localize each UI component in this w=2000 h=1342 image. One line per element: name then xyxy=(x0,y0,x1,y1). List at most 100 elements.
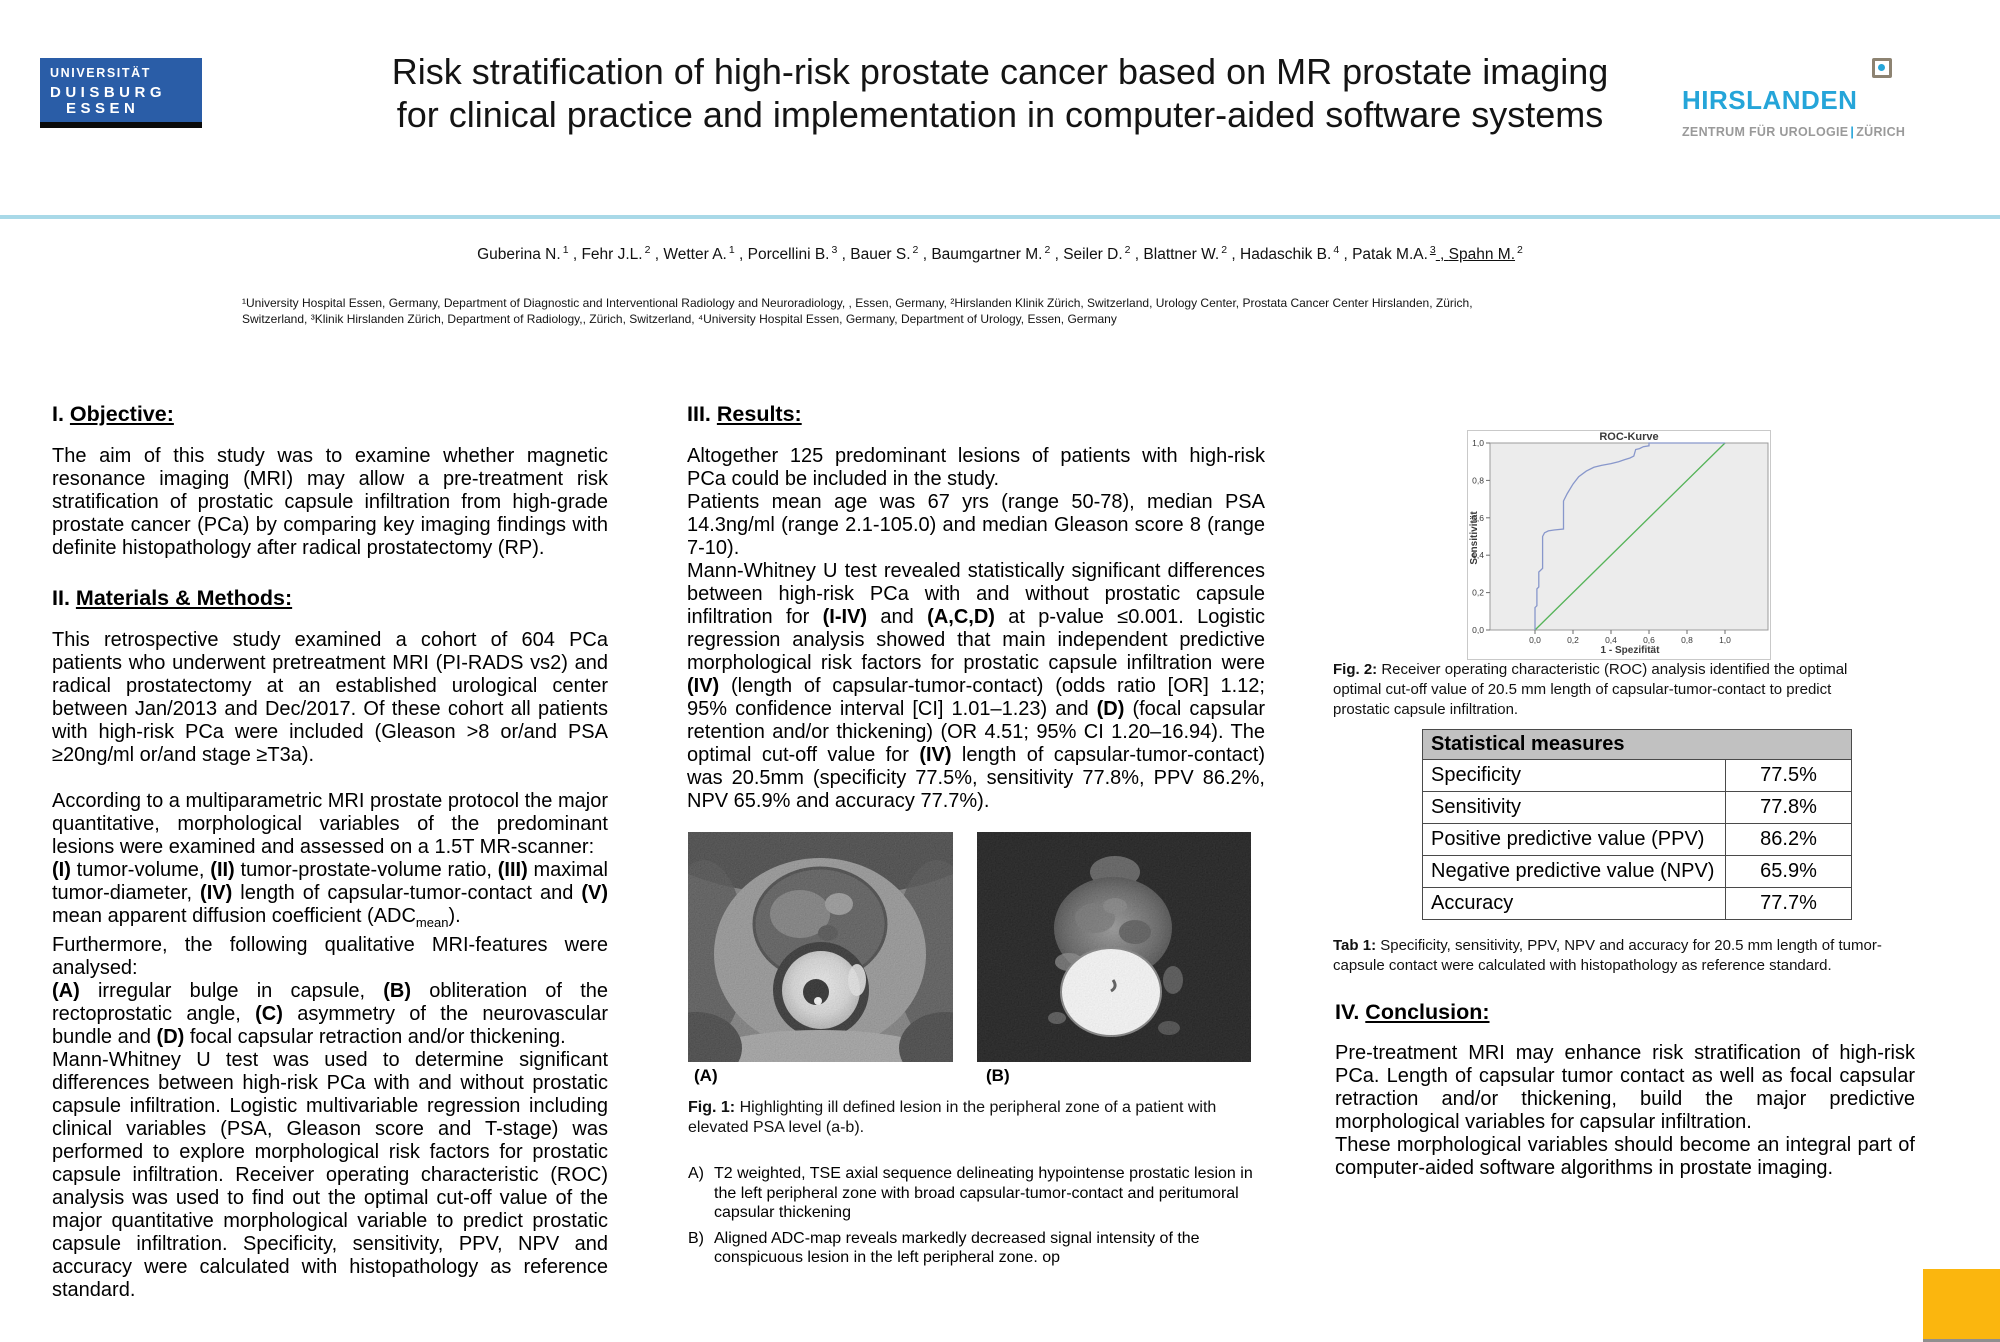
due-logo-line1: UNIVERSITÄT xyxy=(50,66,151,80)
stats-measure-value: 77.5% xyxy=(1725,759,1852,792)
author-affiliation-sup: 2 xyxy=(1124,244,1131,256)
affiliations-line2: Switzerland, ³Klinik Hirslanden Zürich, … xyxy=(242,311,1117,326)
fig1-notes: A) T2 weighted, TSE axial sequence deline… xyxy=(688,1158,1264,1268)
objective-heading-title: Objective: xyxy=(69,402,174,426)
mri-image-adc-map xyxy=(977,832,1251,1062)
svg-text:0,2: 0,2 xyxy=(1472,588,1484,598)
roc-y-axis-label: Sensitivität xyxy=(1469,511,1480,565)
paragraph: According to a multiparametric MRI prost… xyxy=(52,790,608,858)
svg-text:0,8: 0,8 xyxy=(1681,635,1693,645)
column-objective-methods: I. Objective: The aim of this study was … xyxy=(52,402,608,1302)
poster-title: Risk stratification of high-risk prostat… xyxy=(260,50,1740,136)
university-duisburg-essen-logo: UNIVERSITÄT DUISBURG ESSEN xyxy=(40,58,202,128)
hirslanden-subtitle-pipe: | xyxy=(1850,125,1855,139)
author-affiliation-sup: 1 xyxy=(562,244,569,256)
conclusion-heading-num: IV. xyxy=(1335,1000,1366,1024)
author-name: Wetter A. xyxy=(663,246,727,264)
stats-table-row: Negative predictive value (NPV) 65.9% xyxy=(1422,855,1852,888)
roc-series-curve xyxy=(1534,442,1725,630)
fig1-caption: Fig. 1: Highlighting ill defined lesion … xyxy=(688,1098,1254,1138)
due-logo-line3: ESSEN xyxy=(66,100,140,117)
roc-axis-ticks: 0,0 0,2 0,4 0,6 0,8 1,0 0,0 0,2 0,4 0,6 0,8 1,0 xyxy=(1472,438,1731,645)
objective-body: The aim of this study was to examine whe… xyxy=(52,445,608,560)
stats-measure-value: 77.8% xyxy=(1725,791,1852,824)
roc-series-diagonal xyxy=(1534,442,1726,631)
results-heading-num: III. xyxy=(687,402,717,426)
author-affiliation-sup: 1 xyxy=(728,244,735,256)
svg-text:0,4: 0,4 xyxy=(1605,635,1617,645)
author-name: Blattner W. xyxy=(1143,246,1220,264)
tab1-caption-label: Tab 1: xyxy=(1333,937,1377,954)
stats-measure-label: Positive predictive value (PPV) xyxy=(1422,823,1726,856)
roc-chart: ROC-Kurve Sensitivität 1 - Spezifität 0,… xyxy=(1469,431,1769,656)
objective-heading: I. Objective: xyxy=(52,402,608,427)
objective-heading-num: I. xyxy=(52,402,70,426)
stats-table-row: Sensitivity 77.8% xyxy=(1422,791,1852,824)
author-affiliation-sup: 3 xyxy=(831,244,838,256)
stats-measure-label: Sensitivity xyxy=(1422,791,1726,824)
author-name: Guberina N. xyxy=(477,246,561,264)
hirslanden-logo: HIRSLANDEN ZENTRUM FÜR UROLOGIE | ZÜRICH xyxy=(1682,58,1905,139)
svg-text:0,0: 0,0 xyxy=(1472,625,1484,635)
stats-table-row: Positive predictive value (PPV) 86.2% xyxy=(1422,823,1852,856)
hirslanden-wordmark: HIRSLANDEN xyxy=(1682,85,1858,115)
fig1-label-a: (A) xyxy=(694,1066,718,1085)
author-name: Baumgartner M. xyxy=(931,246,1043,264)
tab1-caption: Tab 1: Specificity, sensitivity, PPV, NP… xyxy=(1333,936,1895,976)
paragraph: These morphological variables should bec… xyxy=(1335,1134,1915,1179)
paragraph: This retrospective study examined a coho… xyxy=(52,629,608,766)
svg-text:0,4: 0,4 xyxy=(1472,550,1484,560)
roc-figure: ROC-Kurve Sensitivität 1 - Spezifität 0,… xyxy=(1467,430,1771,660)
stats-measure-value: 86.2% xyxy=(1725,823,1852,856)
svg-text:0,8: 0,8 xyxy=(1472,475,1484,485)
svg-text:0,2: 0,2 xyxy=(1567,635,1579,645)
roc-x-axis-label: 1 - Spezifität xyxy=(1601,645,1661,656)
results-heading-title: Results: xyxy=(716,402,802,426)
paragraph: Altogether 125 predominant lesions of pa… xyxy=(687,445,1265,490)
fig1-caption-text: Highlighting ill defined lesion in the p… xyxy=(688,1099,1217,1136)
stats-table: Statistical measures Specificity 77.5% Sen… xyxy=(1422,729,1852,920)
methods-heading-num: II. xyxy=(52,586,76,610)
svg-text:1,0: 1,0 xyxy=(1472,438,1484,448)
due-logo-line2: DUISBURG xyxy=(50,84,167,101)
poster-title-line1: Risk stratification of high-risk prostat… xyxy=(391,51,1609,92)
stats-table-header: Statistical measures xyxy=(1422,729,1852,760)
author-affiliation-sup: 2 xyxy=(1517,244,1523,256)
roc-plot-panel xyxy=(1489,442,1769,631)
fig1-label-b: (B) xyxy=(986,1066,1010,1085)
author-affiliation-sup: 2 xyxy=(912,244,919,256)
fig1-note: A) T2 weighted, TSE axial sequence deline… xyxy=(688,1165,1253,1221)
conclusion-heading-title: Conclusion: xyxy=(1365,1000,1490,1024)
paragraph: Furthermore, the following qualitative M… xyxy=(52,934,608,979)
author-affiliation-sup: 4 xyxy=(1333,244,1340,256)
stats-measure-value: 65.9% xyxy=(1725,855,1852,888)
fig2-caption-label: Fig. 2: xyxy=(1333,661,1378,678)
authors-line: Guberina N. 1 , Fehr J.L. 2 , Wetter A. 1 ,… xyxy=(477,244,1523,264)
fig1-note: B) Aligned ADC-map reveals markedly decre… xyxy=(688,1229,1200,1267)
hirslanden-subtitle-right: ZÜRICH xyxy=(1856,125,1906,139)
svg-text:1,0: 1,0 xyxy=(1719,635,1731,645)
square-dot-icon xyxy=(1872,58,1892,78)
stats-measure-label: Accuracy xyxy=(1422,887,1726,920)
conclusion-heading: IV. Conclusion: xyxy=(1335,1000,1490,1025)
stats-table-row: Accuracy 77.7% xyxy=(1422,887,1852,920)
stats-measure-label: Negative predictive value (NPV) xyxy=(1422,855,1726,888)
stats-table-row: Specificity 77.5% xyxy=(1422,759,1852,792)
author-name: Bauer S. xyxy=(850,246,911,264)
results-body: Altogether 125 predominant lesions of pa… xyxy=(687,445,1265,813)
svg-text:0,6: 0,6 xyxy=(1643,635,1655,645)
author-name: Seiler D. xyxy=(1063,246,1123,264)
author-name: Fehr J.L. xyxy=(581,246,643,264)
due-logo-plate: UNIVERSITÄT DUISBURG ESSEN xyxy=(40,58,202,122)
column-results: III. Results: Altogether 125 predominant… xyxy=(687,402,1265,813)
fig2-caption-text: Receiver operating characteristic (ROC) … xyxy=(1333,661,1848,718)
paragraph: Mann-Whitney U test revealed statistical… xyxy=(687,560,1265,812)
paragraph: (I) tumor-volume, (II) tumor-prostate-vo… xyxy=(52,859,608,930)
methods-heading-title: Materials & Methods: xyxy=(75,586,293,610)
mri-image-t2-axial xyxy=(688,832,953,1062)
affiliations-line1: ¹University Hospital Essen, Germany, Dep… xyxy=(242,296,1473,310)
stats-table-body: Specificity 77.5% Sensitivity 77.8% Positive… xyxy=(1422,759,1852,920)
paragraph: Mann-Whitney U test was used to determin… xyxy=(52,1049,608,1301)
corner-accent-block xyxy=(1923,1269,2000,1342)
